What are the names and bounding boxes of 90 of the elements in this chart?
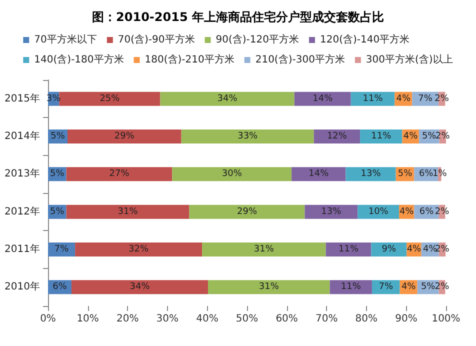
bar [202,242,326,256]
bar [189,204,305,219]
data-label: 13% [321,206,342,217]
legend-label: 210(含)-300平方米 [255,54,345,66]
x-tick-label: 70% [315,314,338,324]
data-label: 4% [396,94,411,104]
data-label: 5% [50,206,65,217]
data-label: 4% [399,206,414,217]
bar [66,167,172,182]
bar [75,242,202,256]
data-label: 29% [114,132,135,142]
legend-label: 180(含)-210平方米 [144,54,234,66]
data-label: 13% [360,169,382,180]
bar [292,167,346,182]
bar [314,130,360,144]
legend-label: 90(含)-120平方米 [216,34,299,46]
data-label: 11% [371,132,392,142]
data-label: 27% [109,169,130,180]
data-label: 34% [130,282,150,292]
data-label: 2% [435,132,450,142]
y-tick-label: 2013年 [4,168,40,180]
data-label: 9% [382,244,396,254]
data-label: 7% [54,244,70,254]
bar [59,92,160,106]
data-label: 4% [401,282,416,292]
bar [71,280,208,294]
data-label: 29% [236,206,258,217]
bar [294,92,351,106]
legend-label: 300平方米(含)以上 [366,54,453,66]
data-label: 7% [418,94,433,104]
legend-label: 70(含)-90平方米 [118,34,195,46]
legend-label: 70平方米以下 [34,34,97,46]
data-label: 6% [418,169,434,180]
data-label: 2% [434,94,450,104]
x-tick-label: 50% [236,314,258,324]
data-label: 31% [258,282,280,292]
x-tick-label: 90% [395,314,418,324]
data-label: 14% [312,94,334,104]
y-tick-label: 2011年 [4,243,40,255]
x-tick-label: 40% [196,314,218,324]
data-label: 10% [368,206,389,217]
data-label: 7% [378,282,394,292]
bar [346,167,396,182]
x-tick-label: 80% [355,314,378,324]
data-label: 34% [217,94,238,104]
data-label: 1% [432,169,448,180]
data-label: 11% [340,282,362,292]
data-label: 11% [338,244,359,254]
data-label: 12% [326,132,348,142]
data-label: 30% [222,169,242,180]
y-tick-label: 2012年 [4,205,40,218]
bar [172,167,292,182]
y-tick-label: 2014年 [4,130,40,142]
bar [66,204,190,219]
bar [208,280,330,294]
x-tick-label: 100% [432,314,460,324]
bar [68,130,182,144]
data-label: 32% [128,244,149,254]
data-label: 33% [238,132,258,142]
data-label: 25% [100,94,120,104]
data-label: 14% [308,169,330,180]
data-label: 31% [254,244,274,254]
data-label: 2% [434,282,450,292]
x-tick-label: 0% [40,314,56,324]
x-tick-label: 10% [76,314,99,324]
data-label: 6% [52,282,68,292]
legend-label: 140(含)-180平方米 [34,54,124,66]
x-tick-label: 30% [156,314,179,324]
x-tick-label: 60% [276,314,298,324]
chart-title: 图：2010-2015 年上海商品住宅分户型成交套数占比 [92,10,384,24]
bar [326,242,372,256]
data-label: 5% [50,132,66,142]
data-label: 4% [403,132,418,142]
data-label: 2% [434,206,450,217]
y-tick-label: 2015年 [4,92,40,104]
data-label: 5% [50,169,65,180]
bar [160,92,294,106]
data-label: 11% [362,94,384,104]
data-label: 6% [419,206,434,217]
bar [350,92,395,106]
data-label: 31% [118,206,138,217]
legend-label: 120(含)-140平方米 [320,34,410,46]
data-label: 5% [422,132,437,142]
data-label: 5% [398,169,413,180]
bar [304,204,358,219]
data-label: 4% [406,244,422,254]
data-label: 5% [420,282,436,292]
x-tick-label: 20% [116,314,139,324]
y-tick-label: 2010年 [4,280,40,293]
bar [181,130,314,144]
